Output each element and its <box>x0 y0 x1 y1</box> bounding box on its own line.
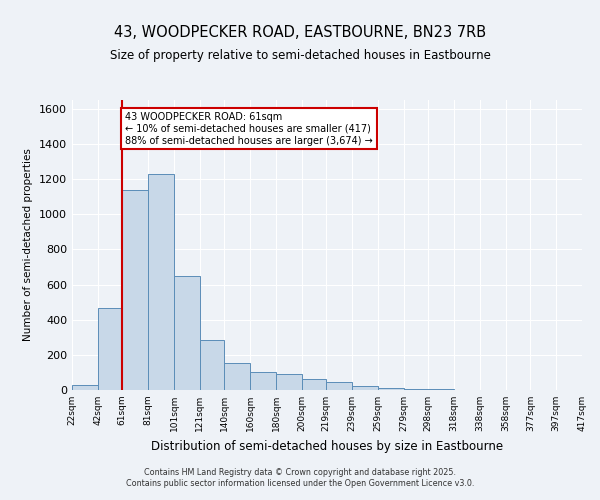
Bar <box>200 340 224 390</box>
Bar <box>302 378 326 390</box>
Bar <box>122 190 148 390</box>
X-axis label: Distribution of semi-detached houses by size in Eastbourne: Distribution of semi-detached houses by … <box>151 440 503 452</box>
Bar <box>148 174 174 390</box>
Bar <box>250 372 276 390</box>
Text: 43 WOODPECKER ROAD: 61sqm
← 10% of semi-detached houses are smaller (417)
88% of: 43 WOODPECKER ROAD: 61sqm ← 10% of semi-… <box>125 112 373 146</box>
Text: Contains HM Land Registry data © Crown copyright and database right 2025.
Contai: Contains HM Land Registry data © Crown c… <box>126 468 474 487</box>
Bar <box>72 384 98 390</box>
Bar <box>378 388 404 390</box>
Bar <box>174 276 200 390</box>
Bar <box>276 374 302 390</box>
Bar <box>326 382 352 390</box>
Text: Size of property relative to semi-detached houses in Eastbourne: Size of property relative to semi-detach… <box>110 50 490 62</box>
Bar <box>352 386 378 390</box>
Y-axis label: Number of semi-detached properties: Number of semi-detached properties <box>23 148 34 342</box>
Text: 43, WOODPECKER ROAD, EASTBOURNE, BN23 7RB: 43, WOODPECKER ROAD, EASTBOURNE, BN23 7R… <box>114 25 486 40</box>
Bar <box>404 389 428 390</box>
Bar <box>98 308 122 390</box>
Bar <box>224 363 250 390</box>
